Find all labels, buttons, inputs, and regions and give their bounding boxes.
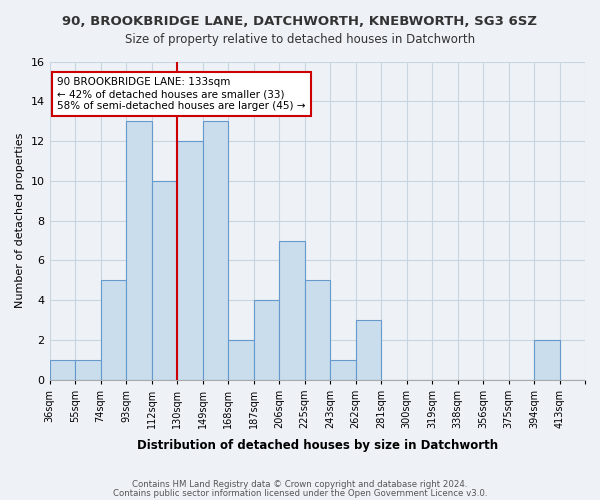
Bar bbox=[228, 340, 254, 380]
Bar bbox=[254, 300, 279, 380]
Bar bbox=[152, 181, 177, 380]
Bar bbox=[126, 121, 152, 380]
Bar bbox=[75, 360, 101, 380]
Bar bbox=[330, 360, 356, 380]
Text: Size of property relative to detached houses in Datchworth: Size of property relative to detached ho… bbox=[125, 32, 475, 46]
Text: 90 BROOKBRIDGE LANE: 133sqm
← 42% of detached houses are smaller (33)
58% of sem: 90 BROOKBRIDGE LANE: 133sqm ← 42% of det… bbox=[57, 78, 305, 110]
Bar bbox=[203, 121, 228, 380]
Bar bbox=[177, 141, 203, 380]
Text: Contains public sector information licensed under the Open Government Licence v3: Contains public sector information licen… bbox=[113, 488, 487, 498]
Y-axis label: Number of detached properties: Number of detached properties bbox=[15, 133, 25, 308]
X-axis label: Distribution of detached houses by size in Datchworth: Distribution of detached houses by size … bbox=[137, 440, 498, 452]
Bar bbox=[534, 340, 560, 380]
Text: 90, BROOKBRIDGE LANE, DATCHWORTH, KNEBWORTH, SG3 6SZ: 90, BROOKBRIDGE LANE, DATCHWORTH, KNEBWO… bbox=[62, 15, 538, 28]
Bar bbox=[101, 280, 126, 380]
Bar bbox=[50, 360, 75, 380]
Bar bbox=[305, 280, 330, 380]
Bar bbox=[356, 320, 381, 380]
Bar bbox=[279, 240, 305, 380]
Text: Contains HM Land Registry data © Crown copyright and database right 2024.: Contains HM Land Registry data © Crown c… bbox=[132, 480, 468, 489]
